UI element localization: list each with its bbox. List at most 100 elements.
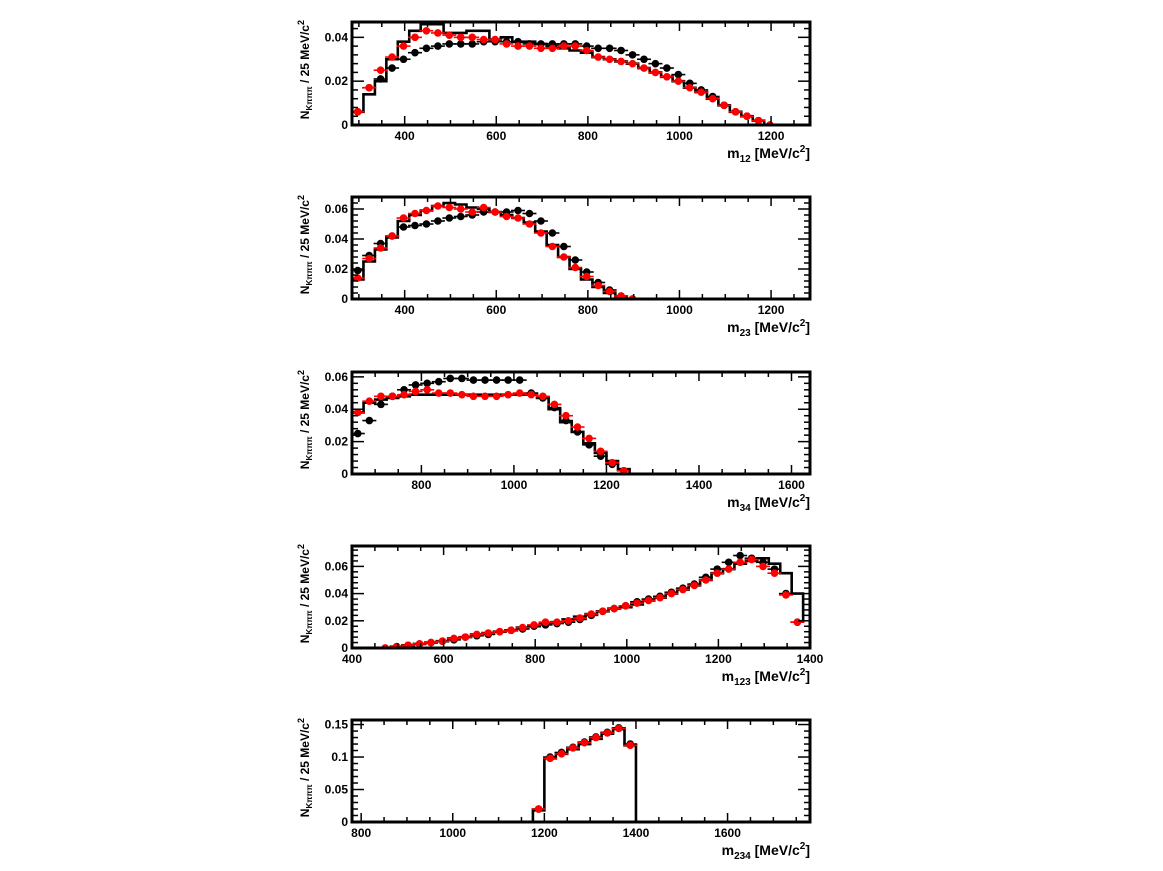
plot-area	[531, 723, 638, 822]
data-point	[468, 33, 477, 42]
data-point	[411, 48, 419, 57]
data-point	[663, 72, 671, 81]
x-tick-label: 1000	[666, 303, 693, 317]
data-point	[365, 416, 374, 425]
x-tick-label: 400	[395, 303, 415, 317]
data-point	[562, 411, 570, 420]
data-point	[411, 221, 419, 230]
axes-frame	[350, 370, 812, 476]
data-point	[571, 256, 580, 264]
panel-m34: 800 1000 1200 1400 1600 0 0.02 0.04 0.06 m34 [MeV…	[296, 370, 812, 514]
data-point	[585, 441, 593, 449]
data-point	[353, 429, 362, 438]
data-point	[614, 724, 623, 733]
x-tick-label: 1400	[797, 652, 824, 666]
y-tick-label: 0.04	[325, 232, 349, 246]
data-point	[434, 389, 443, 397]
data-point	[679, 585, 687, 594]
data-point	[628, 59, 637, 68]
data-point	[458, 374, 466, 383]
data-point	[594, 44, 602, 53]
data-point	[423, 379, 431, 388]
y-tick-label: 0.15	[325, 718, 349, 732]
data-point	[388, 64, 396, 72]
y-tick-label: 0.06	[325, 202, 349, 216]
data-point	[592, 733, 600, 742]
data-point	[605, 44, 614, 53]
data-point	[456, 33, 465, 42]
x-axis-label: m234 [MeV/c2]	[722, 841, 810, 862]
data-point	[377, 392, 385, 401]
data-point	[525, 220, 534, 228]
data-point	[502, 40, 511, 48]
data-point	[423, 386, 431, 394]
data-point	[353, 108, 362, 116]
data-point	[724, 565, 733, 573]
axes-frame	[350, 718, 812, 824]
data-point	[537, 229, 545, 237]
data-point	[667, 589, 676, 598]
data-point	[388, 232, 396, 240]
x-axis-label: m23 [MeV/c2]	[727, 318, 810, 339]
data-point	[411, 381, 420, 389]
series-black	[531, 723, 638, 813]
data-point	[674, 77, 683, 85]
x-tick-label: 1200	[705, 652, 732, 666]
data-point	[550, 400, 559, 409]
data-point	[598, 607, 607, 616]
series-red	[352, 26, 777, 125]
data-point	[365, 83, 373, 92]
data-point	[353, 408, 362, 417]
data-point	[534, 805, 543, 813]
data-point	[580, 738, 589, 747]
x-tick-label: 600	[486, 129, 506, 143]
histogram-step	[352, 393, 631, 474]
histogram-step	[352, 22, 776, 125]
data-point	[473, 630, 481, 639]
data-point	[502, 212, 511, 221]
data-point	[548, 229, 557, 237]
data-point	[527, 390, 536, 399]
data-point	[610, 604, 619, 613]
data-point	[422, 26, 431, 35]
data-point	[708, 94, 717, 103]
x-tick-label: 800	[411, 478, 431, 492]
data-point	[469, 376, 478, 384]
data-point	[685, 83, 694, 92]
data-point	[582, 272, 591, 281]
data-point	[530, 621, 538, 629]
data-point	[596, 447, 605, 456]
x-tick-label: 1600	[778, 478, 805, 492]
y-tick-label: 0.04	[325, 30, 349, 44]
data-point	[481, 392, 489, 401]
data-point	[422, 206, 431, 215]
data-point	[456, 40, 465, 48]
data-point	[651, 68, 660, 77]
data-point	[617, 292, 625, 299]
x-tick-label: 1600	[714, 826, 741, 840]
y-tick-label: 0	[341, 815, 348, 829]
data-point	[782, 591, 790, 599]
series-red	[531, 724, 638, 813]
data-point	[626, 741, 635, 750]
x-tick-label: 1400	[623, 826, 650, 840]
data-point	[628, 51, 637, 59]
data-point	[434, 217, 442, 225]
data-point	[747, 555, 756, 564]
plot-area	[378, 551, 805, 648]
data-point	[617, 46, 625, 55]
x-axis-label: m34 [MeV/c2]	[727, 493, 810, 514]
data-point	[736, 558, 744, 567]
x-tick-label: 600	[486, 303, 506, 317]
panel-m12: 400 600 800 1000 1200 0 0.02 0.04 m12 [MeV/c2] NK…	[296, 20, 812, 165]
data-point	[495, 627, 504, 636]
data-point	[557, 749, 566, 758]
axes-frame	[350, 195, 812, 301]
x-tick-label: 1200	[531, 826, 558, 840]
data-point	[702, 576, 710, 584]
y-tick-label: 0	[341, 641, 348, 655]
data-point	[492, 392, 501, 401]
x-tick-label: 1400	[686, 478, 713, 492]
data-point	[731, 108, 740, 116]
data-point	[525, 209, 534, 218]
